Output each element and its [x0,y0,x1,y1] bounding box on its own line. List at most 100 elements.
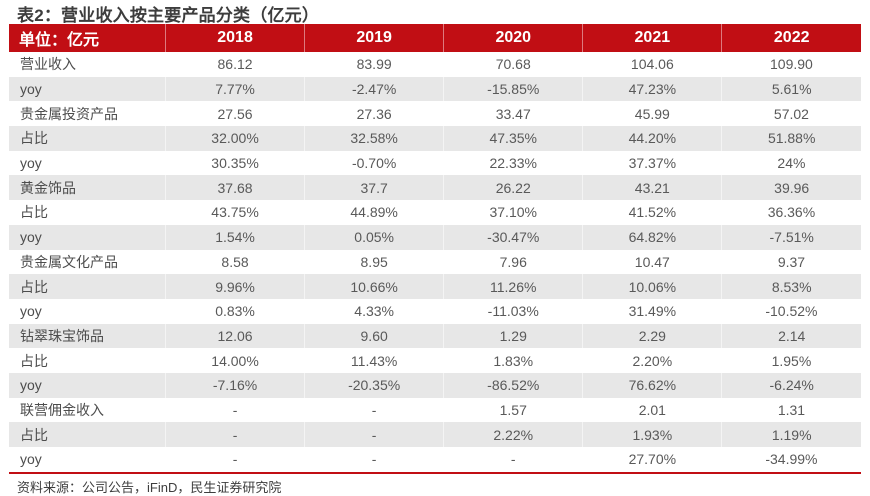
cell-value: 10.47 [634,253,670,270]
row-label: yoy [9,224,166,250]
cell-value: 1.83% [493,352,534,369]
cell-value: 22.33% [489,155,537,172]
table-title: 表2：营业收入按主要产品分类（亿元） [17,6,320,25]
row-label: yoy [20,451,42,468]
table-row: 营业收入 86.12 83.99 70.68 104.06 109.90 [9,52,861,77]
row-label: 贵金属文化产品 [20,253,118,270]
row-label: yoy [20,155,42,172]
cell-value: 1.95% [771,352,812,369]
cell-value: 37.68 [164,175,305,201]
cell-value: 104.06 [630,56,674,73]
year-header: 2019 [304,24,444,52]
year-header: 2022 [721,24,861,52]
cell-value: 8.53% [721,274,861,299]
cell-value: 12.06 [164,323,305,349]
cell-value: 86.12 [217,56,253,73]
cell-value: 32.00% [164,126,305,151]
cell-value: 4.33% [354,303,394,320]
cell-value: 30.35% [211,155,259,172]
cell-value: 43.75% [211,204,259,221]
table-row: 贵金属投资产品 27.56 27.36 33.47 45.99 57.02 [9,101,861,126]
cell-value: 33.47 [495,105,531,122]
cell-value: 26.22 [443,175,583,201]
row-label: 贵金属投资产品 [20,105,118,122]
row-label: 占比 [9,274,166,299]
cell-value: 11.26% [443,274,583,299]
cell-value: 27.36 [356,105,392,122]
cell-value: 43.21 [582,175,722,201]
cell-value: 41.52% [628,204,677,221]
row-label: yoy [9,372,166,398]
row-label: 占比 [9,126,166,151]
row-label: 营业收入 [20,56,76,73]
cell-value: 2.29 [582,323,722,349]
cell-value: -2.47% [304,76,444,102]
cell-value: 10.06% [582,274,722,299]
cell-value: 57.02 [773,105,809,122]
cell-value: 39.96 [721,175,861,201]
table-row: yoy 0.83% 4.33% -11.03% 31.49% -10.52% [9,299,861,324]
row-label: yoy [9,76,166,102]
cell-value: 36.36% [767,204,816,221]
cell-value: 14.00% [211,352,259,369]
cell-value: 1.93% [582,422,722,447]
cell-value: 2.20% [632,352,673,369]
cell-value: 11.43% [350,352,398,369]
cell-value: 1.31 [777,401,806,418]
revenue-by-product-table: 单位：亿元 2018 2019 2020 2021 2022 营业收入 86.12 83.9… [9,24,861,474]
table-row: yoy 30.35% -0.70% 22.33% 37.37% 24% [9,151,861,176]
cell-value: 51.88% [721,126,861,151]
table-header-row: 单位：亿元 2018 2019 2020 2021 2022 [9,24,861,52]
cell-value: 8.58 [221,253,249,270]
cell-value: 27.70% [628,451,677,468]
table-head: 单位：亿元 2018 2019 2020 2021 2022 [9,24,861,52]
unit-label-cell: 单位：亿元 [9,24,166,52]
cell-value: 37.37% [628,155,677,172]
cell-value: - [371,451,377,468]
cell-value: -34.99% [765,451,818,468]
cell-value: -6.24% [721,372,861,398]
cell-value: 83.99 [356,56,392,73]
row-label: 占比 [9,422,166,447]
cell-value: 31.49% [628,303,677,320]
cell-value: 9.37 [777,253,806,270]
table-row: yoy - - - 27.70% -34.99% [9,447,861,473]
table-row: 贵金属文化产品 8.58 8.95 7.96 10.47 9.37 [9,250,861,275]
cell-value: 7.96 [499,253,527,270]
cell-value: 0.05% [304,224,444,250]
cell-value: 47.35% [443,126,583,151]
cell-value: 44.89% [350,204,398,221]
cell-value: 70.68 [495,56,531,73]
cell-value: - [232,401,238,418]
cell-value: -10.52% [765,303,818,320]
cell-value: -7.51% [721,224,861,250]
cell-value: 76.62% [582,372,722,398]
cell-value: 37.7 [304,175,444,201]
cell-value: -11.03% [487,303,539,320]
cell-value: -0.70% [351,155,397,172]
cell-value: - [164,422,305,447]
cell-value: 7.77% [164,76,305,102]
cell-value: 1.19% [721,422,861,447]
year-header: 2020 [443,24,583,52]
row-label: 占比 [20,352,48,369]
row-label: 联营佣金收入 [20,401,104,418]
cell-value: -15.85% [443,76,583,102]
table-row: 占比 32.00% 32.58% 47.35% 44.20% 51.88% [9,126,861,151]
row-label: 黄金饰品 [9,175,166,201]
row-label: 钻翠珠宝饰品 [9,323,166,349]
cell-value: - [371,401,377,418]
year-header: 2021 [582,24,722,52]
year-header: 2018 [164,24,305,52]
cell-value: 5.61% [721,76,861,102]
cell-value: -30.47% [443,224,583,250]
table-row: 占比 14.00% 11.43% 1.83% 2.20% 1.95% [9,348,861,373]
table-row: yoy 7.77% -2.47% -15.85% 47.23% 5.61% [9,76,861,102]
cell-value: 1.57 [499,401,527,418]
cell-value: 9.96% [164,274,305,299]
cell-value: 2.14 [721,323,861,349]
cell-value: 2.22% [443,422,583,447]
cell-value: 24% [777,155,806,172]
cell-value: -20.35% [304,372,444,398]
